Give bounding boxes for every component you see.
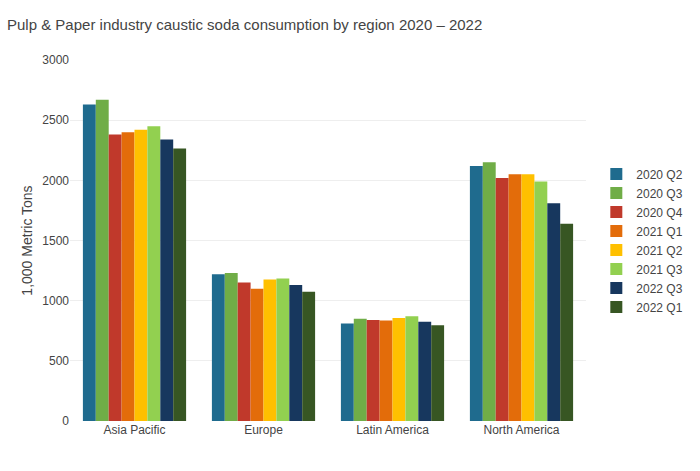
svg-text:2020 Q3: 2020 Q3 [636, 187, 682, 201]
svg-text:Europe: Europe [244, 423, 283, 437]
svg-text:500: 500 [49, 354, 69, 368]
svg-text:2021 Q1: 2021 Q1 [636, 225, 682, 239]
svg-text:Latin America: Latin America [356, 423, 429, 437]
svg-text:2022 Q1: 2022 Q1 [636, 301, 682, 315]
svg-text:2022 Q3: 2022 Q3 [636, 282, 682, 296]
svg-text:0: 0 [62, 414, 69, 428]
svg-text:Asia Pacific: Asia Pacific [103, 423, 165, 437]
svg-text:Pulp & Paper industry caustic: Pulp & Paper industry caustic soda consu… [7, 16, 482, 33]
svg-text:2020 Q4: 2020 Q4 [636, 206, 682, 220]
svg-text:North America: North America [483, 423, 559, 437]
svg-text:2021 Q3: 2021 Q3 [636, 263, 682, 277]
svg-text:2021 Q2: 2021 Q2 [636, 244, 682, 258]
svg-text:2020 Q2: 2020 Q2 [636, 168, 682, 182]
svg-text:1000: 1000 [42, 294, 69, 308]
svg-text:1,000 Metric Tons: 1,000 Metric Tons [19, 185, 35, 295]
svg-text:1500: 1500 [42, 234, 69, 248]
svg-text:2500: 2500 [42, 113, 69, 127]
svg-text:2000: 2000 [42, 174, 69, 188]
svg-text:3000: 3000 [42, 53, 69, 67]
